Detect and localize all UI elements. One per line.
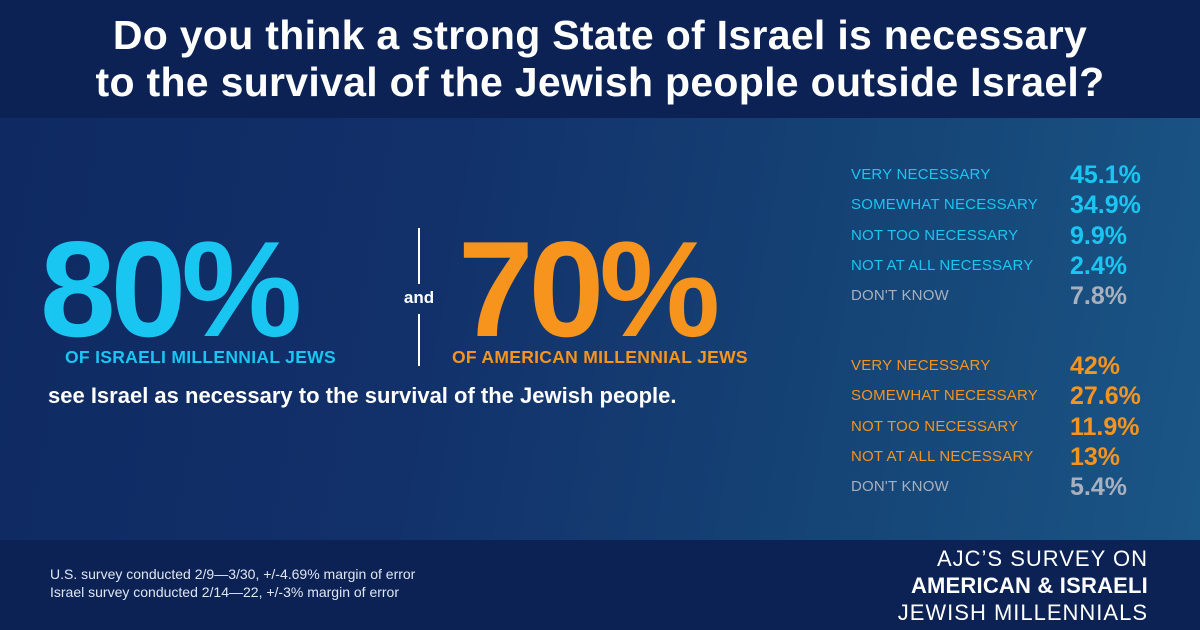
headline-caption: see Israel as necessary to the survival … [48,383,677,408]
brand-logo-text: AJC’S SURVEY ON AMERICAN & ISRAELI JEWIS… [898,545,1148,626]
stat-row: NOT AT ALL NECESSARY 2.4% [851,251,1171,284]
stat-row: SOMEWHAT NECESSARY 34.9% [851,191,1171,223]
us-stats-table: VERY NECESSARY 42% SOMEWHAT NECESSARY 27.6%… [851,352,1171,505]
divider-line-top [418,228,420,284]
israel-headline-label: OF ISRAELI MILLENNIAL JEWS [65,347,336,367]
stat-value-label: 34.9% [1070,191,1141,220]
stat-value-label: 9.9% [1070,221,1127,250]
stat-row: NOT TOO NECESSARY 9.9% [851,221,1171,254]
main-panel [0,118,1200,540]
stat-value-label: 13% [1070,442,1121,471]
divider-line-bottom [418,314,420,366]
title-line-1: Do you think a strong State of Israel is… [112,12,1088,58]
note-israel-survey: Israel survey conducted 2/14—22, +/-3% m… [50,584,400,600]
stat-value-label: 2.4% [1070,251,1127,280]
stat-category-label: NOT TOO NECESSARY [851,417,1019,435]
stat-value-label: 11.9% [1070,412,1140,441]
brand-line-1: AJC’S SURVEY ON [936,546,1148,571]
stat-row: VERY NECESSARY 42% [851,352,1171,384]
israel-headline-percent: 80% [40,213,302,365]
stat-category-label: DON'T KNOW [851,478,949,496]
note-us-survey: U.S. survey conducted 2/9—3/30, +/-4.69%… [50,566,416,582]
stat-row: DON'T KNOW 7.8% [851,282,1171,314]
stat-category-label: SOMEWHAT NECESSARY [851,196,1038,214]
footer-banner [0,540,1200,630]
connector-and: and [403,288,435,307]
stat-row: NOT AT ALL NECESSARY 13% [851,442,1171,475]
stat-category-label: NOT TOO NECESSARY [851,226,1019,244]
stat-row: SOMEWHAT NECESSARY 27.6% [851,382,1171,414]
stat-value-label: 42% [1070,352,1121,380]
stat-value-label: 45.1% [1070,161,1141,189]
stat-category-label: VERY NECESSARY [851,166,991,183]
stat-row: DON'T KNOW 5.4% [851,473,1171,505]
stat-category-label: NOT AT ALL NECESSARY [851,256,1034,274]
stat-value-label: 27.6% [1070,382,1141,411]
stat-value-label: 5.4% [1070,473,1127,502]
stat-category-label: DON'T KNOW [851,287,949,305]
survey-notes: U.S. survey conducted 2/9—3/30, +/-4.69%… [50,565,415,601]
header-banner: Do you think a strong State of Israel is… [0,0,1200,118]
stat-row: NOT TOO NECESSARY 11.9% [851,412,1171,445]
brand-line-2: AMERICAN & ISRAELI [910,573,1148,598]
stat-value-label: 7.8% [1070,282,1127,311]
israel-stats-table: VERY NECESSARY 45.1% SOMEWHAT NECESSARY 34.… [851,161,1171,314]
chart-title: Do you think a strong State of Israel is… [25,12,1175,106]
stat-category-label: SOMEWHAT NECESSARY [851,387,1038,405]
us-headline-label: OF AMERICAN MILLENNIAL JEWS [452,347,748,367]
us-headline-percent: 70% [458,213,720,365]
stat-row: VERY NECESSARY 45.1% [851,161,1171,193]
brand-line-3: JEWISH MILLENNIALS [897,600,1148,625]
stat-category-label: NOT AT ALL NECESSARY [851,447,1034,465]
title-line-2: to the survival of the Jewish people out… [95,59,1105,105]
stat-category-label: VERY NECESSARY [851,357,991,374]
